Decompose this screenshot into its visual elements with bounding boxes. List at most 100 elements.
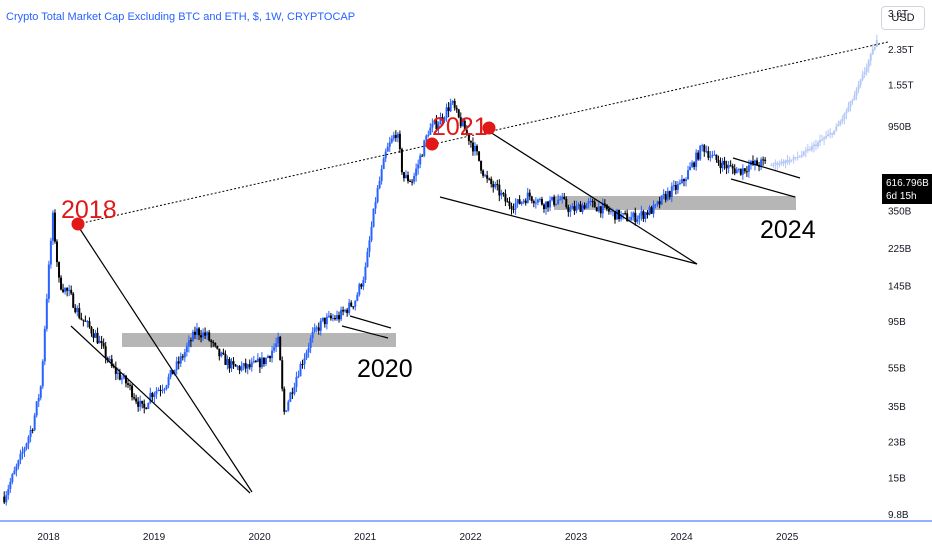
- candle-body: [845, 111, 848, 114]
- candle-body: [421, 155, 424, 157]
- candle-body: [869, 54, 872, 61]
- candle-body: [15, 466, 18, 471]
- candle-body: [118, 372, 121, 380]
- candle-body: [287, 401, 290, 411]
- candle-body: [532, 201, 535, 204]
- candle-body: [62, 289, 65, 292]
- candle-body: [609, 211, 612, 213]
- candle-body: [400, 149, 403, 173]
- candle-body: [549, 200, 552, 208]
- candle-body: [636, 218, 639, 222]
- candle-body: [76, 308, 79, 313]
- candle-body: [760, 159, 763, 167]
- candle-body: [831, 133, 834, 135]
- candle-body: [693, 162, 696, 167]
- candle-body: [329, 315, 332, 319]
- candle-body: [269, 356, 272, 359]
- chart-title: Crypto Total Market Cap Excluding BTC an…: [6, 11, 356, 23]
- candle-body: [796, 157, 799, 159]
- y-axis: 3.6T 2.35T 1.55T 950B 350B 225B 145B 95B 55B 35B 2…: [888, 9, 914, 521]
- y-tick-label: 15B: [888, 474, 906, 485]
- price-tag-value: 616.796B: [886, 178, 929, 189]
- candle-body: [212, 342, 215, 344]
- candle-body: [396, 133, 399, 138]
- candle-body: [646, 212, 649, 215]
- candle-body: [490, 178, 493, 184]
- candle-body: [202, 332, 205, 338]
- candle-body: [504, 193, 507, 202]
- candle-body: [346, 309, 349, 313]
- candle-body: [94, 332, 97, 338]
- candle-body: [754, 160, 757, 165]
- candle-body: [461, 120, 464, 127]
- candle-body: [74, 307, 77, 313]
- candle-body: [147, 402, 150, 410]
- candle-body: [281, 360, 284, 389]
- candle-body: [372, 208, 375, 227]
- candle-body: [297, 376, 300, 378]
- candle-body: [390, 138, 393, 143]
- candle-body: [670, 186, 673, 198]
- candle-body: [187, 340, 190, 347]
- candle-body: [58, 262, 61, 278]
- candle-body: [723, 160, 726, 165]
- candle-body: [538, 199, 541, 201]
- y-tick-label: 35B: [888, 402, 906, 413]
- candle-body: [707, 151, 710, 158]
- candle-body: [798, 156, 801, 158]
- candle-body: [218, 348, 221, 357]
- candle-body: [126, 383, 129, 385]
- zone-2020: [122, 333, 396, 347]
- candle-body: [581, 205, 584, 212]
- x-tick-label: 2025: [776, 532, 799, 543]
- candle-body: [697, 152, 700, 160]
- candle-body: [244, 363, 247, 369]
- flag-2020-upper: [349, 315, 392, 329]
- wedge-2018-lower: [70, 325, 251, 494]
- candle-body: [388, 142, 391, 147]
- candle-body: [64, 287, 67, 292]
- candle-body: [573, 206, 576, 211]
- y-tick-label: 3.6T: [888, 9, 908, 20]
- candle-body: [70, 289, 73, 294]
- candle-body: [644, 212, 647, 219]
- candle-body: [267, 356, 270, 358]
- candle-body: [735, 169, 738, 174]
- candle-body: [467, 133, 470, 142]
- candle-body: [833, 130, 836, 135]
- candle-body: [530, 196, 533, 202]
- candle-body: [812, 144, 815, 147]
- candle-body: [703, 145, 706, 152]
- candle-body: [90, 327, 93, 334]
- x-tick-label: 2021: [354, 532, 377, 543]
- candle-body: [705, 151, 708, 153]
- candle-body: [685, 179, 688, 182]
- candle-body: [141, 400, 144, 404]
- candle-body: [652, 204, 655, 214]
- candle-body: [41, 361, 44, 387]
- x-tick-label: 2019: [143, 532, 166, 543]
- candle-body: [327, 315, 330, 317]
- candle-body: [575, 205, 578, 211]
- candle-body: [350, 302, 353, 307]
- candle-body: [240, 366, 243, 371]
- candle-body: [279, 336, 282, 361]
- candle-body: [333, 318, 336, 320]
- candle-body: [751, 161, 754, 165]
- candle-body: [47, 264, 50, 299]
- candle-body: [500, 192, 503, 196]
- candles: [3, 98, 767, 506]
- candle-body: [745, 171, 748, 173]
- candle-body: [122, 375, 125, 379]
- candle-body: [536, 199, 539, 203]
- candle-body: [222, 352, 225, 354]
- candle-body: [354, 300, 357, 307]
- candle-body: [717, 159, 720, 163]
- candle-body: [445, 107, 448, 118]
- currency-selector[interactable]: USD: [881, 6, 925, 30]
- candle-body: [191, 331, 194, 342]
- candle-body: [382, 158, 385, 169]
- candle-body: [695, 152, 698, 167]
- candle-body: [784, 160, 787, 164]
